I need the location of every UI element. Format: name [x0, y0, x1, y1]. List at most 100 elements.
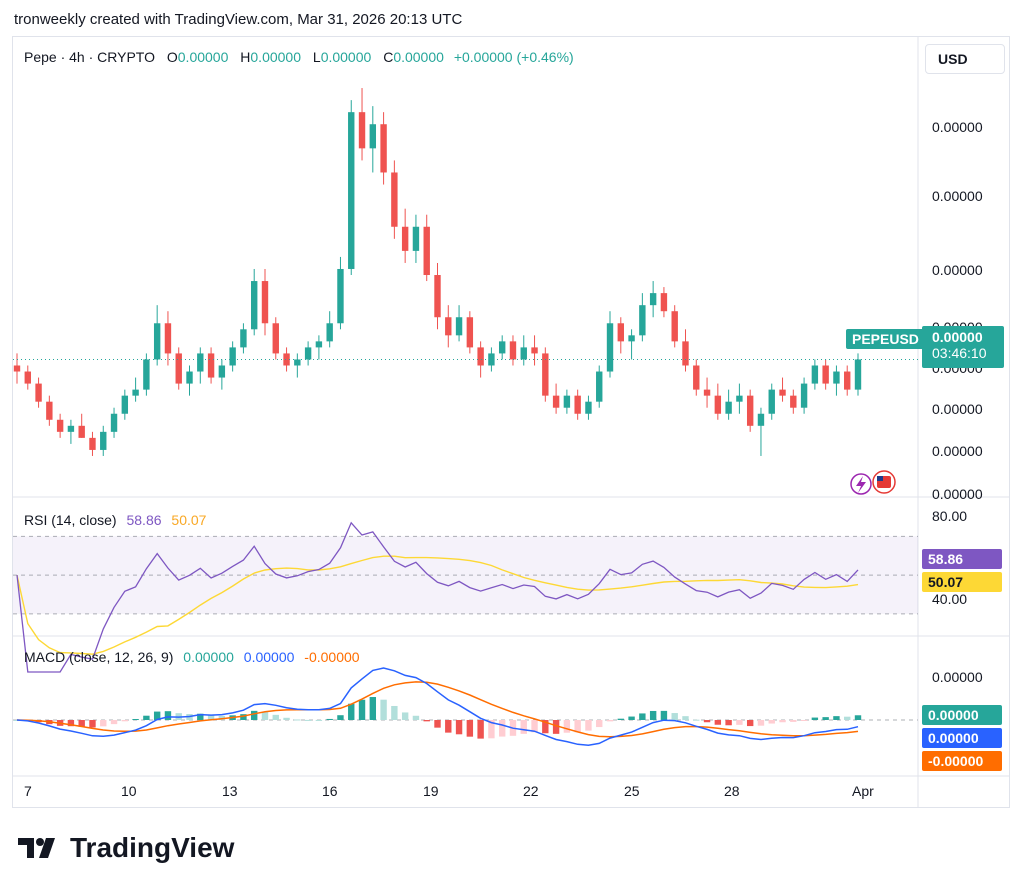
macd-histogram-bar	[315, 719, 323, 721]
macd-histogram-bar	[294, 719, 301, 721]
candle-body	[13, 365, 21, 372]
macd-histogram-bar	[337, 715, 344, 720]
candle-body	[639, 305, 646, 336]
candle-body	[531, 347, 538, 354]
macd-histogram-bar	[520, 720, 527, 734]
time-axis-label: 13	[222, 783, 238, 799]
candle-body	[649, 293, 657, 306]
price-axis-label: 0.00000	[932, 443, 983, 459]
macd-histogram-bar	[854, 715, 862, 720]
macd-histogram-bar	[110, 720, 118, 725]
candle-body	[218, 365, 226, 378]
macd-histogram-bar	[358, 699, 366, 720]
rsi-tag: 58.86	[922, 549, 1002, 569]
macd-histogram-bar	[660, 710, 668, 720]
macd-histogram-bar	[466, 720, 474, 737]
macd-histogram-bar	[153, 711, 161, 720]
macd-histogram-bar	[78, 720, 85, 727]
macd-legend: MACD (close, 12, 26, 9) 0.00000 0.00000 …	[24, 649, 360, 665]
candle-body	[186, 371, 193, 384]
legend-close-value: 0.00000	[393, 49, 444, 65]
candle-body	[498, 341, 506, 354]
candle-body	[854, 359, 862, 390]
candle-body	[100, 431, 107, 450]
macd-histogram-bar	[401, 712, 409, 720]
candle-body	[261, 281, 269, 324]
price-axis-label: 0.00000	[932, 188, 983, 204]
macd-histogram-bar	[434, 720, 441, 728]
candle-body	[272, 323, 279, 354]
macd-histogram-bar	[488, 720, 495, 739]
symbol-tag: PEPEUSD	[846, 329, 925, 349]
candle-body	[725, 401, 732, 414]
tradingview-logo: TradingView	[18, 832, 234, 864]
time-axis-label: 10	[121, 783, 137, 799]
candle-body	[294, 359, 301, 366]
macd-histogram-bar	[714, 720, 722, 725]
macd-histogram-bar	[67, 720, 75, 727]
candle-body	[121, 395, 129, 414]
candle-body	[811, 365, 819, 384]
macd-histogram-bar	[423, 720, 430, 722]
macd-histogram-bar	[304, 719, 312, 721]
candle-body	[693, 365, 700, 390]
time-axis-label: 22	[523, 783, 539, 799]
candle-body	[412, 226, 420, 251]
macd-histogram-bar	[736, 720, 743, 725]
candle-body	[563, 395, 571, 408]
brand-name: TradingView	[70, 832, 235, 863]
candle-body	[78, 425, 85, 438]
macd-histogram-bar	[822, 717, 829, 720]
candle-body	[574, 395, 581, 414]
candle-body	[423, 226, 430, 276]
last-price-value: 0.00000	[932, 329, 983, 345]
price-axis-label: 0.00000	[932, 401, 983, 417]
macd-histogram-bar	[197, 713, 204, 720]
candle-body	[660, 293, 668, 312]
macd-histogram-bar	[391, 705, 398, 720]
candle-body	[703, 389, 711, 396]
macd-line-value: 0.00000	[243, 649, 295, 665]
macd-histogram-bar	[628, 716, 635, 720]
legend-open-label: O	[166, 49, 178, 65]
macd-histogram-bar	[811, 717, 819, 720]
candle-body	[757, 413, 765, 426]
candle-body	[153, 323, 161, 360]
candle-body	[24, 371, 31, 384]
candle-body	[445, 317, 452, 336]
candle-body	[197, 353, 204, 372]
price-axis-label: 0.00000	[932, 486, 983, 502]
time-axis-label: Apr	[852, 783, 874, 799]
time-axis-label: 7	[24, 783, 32, 799]
candle-body	[434, 275, 441, 318]
rsi-value: 58.86	[126, 512, 162, 528]
macd-histogram-bar	[369, 697, 377, 720]
candle-body	[790, 395, 797, 408]
candle-body	[477, 347, 484, 366]
legend-open-value: 0.00000	[177, 49, 229, 65]
candle-body	[358, 112, 366, 149]
candle-body	[833, 371, 840, 384]
chart-frame[interactable]	[12, 36, 1010, 808]
legend-change: +0.00000 (+0.46%)	[453, 49, 574, 65]
price-legend: Pepe · 4h · CRYPTO O0.00000 H0.00000 L0.…	[24, 49, 574, 65]
tradingview-logo-icon	[18, 838, 55, 858]
last-price-tag: 0.00000 03:46:10	[922, 326, 1004, 368]
candle-body	[67, 425, 75, 432]
time-axis-label: 19	[423, 783, 439, 799]
candle-body	[89, 437, 96, 450]
price-axis-label: 0.00000	[932, 119, 983, 135]
candle-body	[207, 353, 215, 378]
rsi-title: RSI (14, close)	[24, 512, 117, 528]
macd-histogram-bar	[542, 720, 549, 734]
candle-body	[143, 359, 150, 390]
currency-button[interactable]: USD	[925, 44, 1005, 74]
macd-histogram-bar	[531, 720, 538, 733]
macd-histogram-bar	[606, 720, 614, 722]
macd-histogram-bar	[164, 711, 172, 720]
macd-histogram-bar	[574, 720, 581, 733]
macd-histogram-bar	[639, 713, 646, 720]
candle-body	[488, 353, 495, 366]
candle-body	[746, 395, 754, 426]
